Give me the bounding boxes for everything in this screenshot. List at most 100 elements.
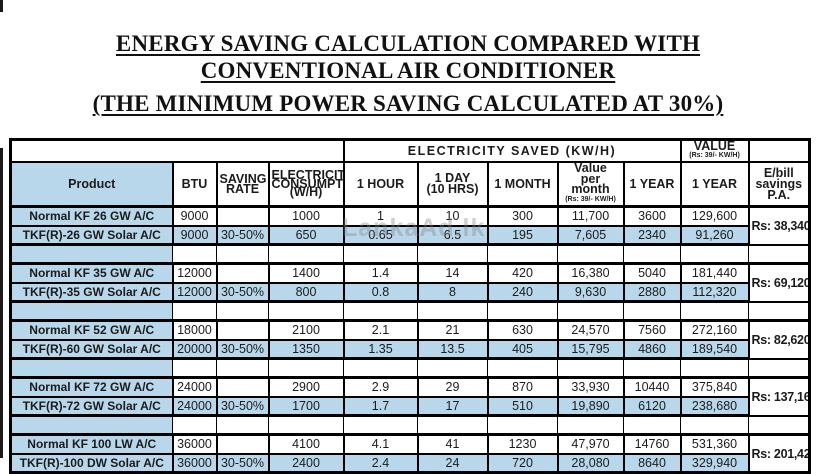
spacer-cell: [622, 243, 682, 265]
spacer-cell: [417, 357, 488, 379]
col-header-value-per-month: Value per month (Rs: 39/- KW/H): [556, 161, 625, 208]
solar-year-cell: 2880: [622, 281, 682, 303]
spacer-cell: [268, 300, 344, 322]
normal-value-year-cell: 375,840: [679, 376, 750, 398]
solar-year-cell: 6120: [622, 395, 682, 417]
solar-day-cell: 13.5: [416, 338, 489, 360]
col-header-ebill-line1: E/bill: [763, 165, 794, 180]
solar-consumption-cell: 1350: [267, 338, 345, 360]
normal-year-cell: 10440: [622, 376, 682, 398]
solar-month-cell: 510: [486, 395, 559, 417]
normal-consumption-cell: 1000: [267, 205, 345, 227]
ebill-savings-cell: Rs: 38,340/=: [747, 205, 811, 246]
col-header-value-1year: 1 YEAR: [679, 161, 750, 208]
col-header-1day-line1: 1 DAY: [434, 171, 471, 185]
spacer-cell: [622, 357, 682, 379]
spacer-row: [10, 300, 811, 322]
spacer-cell: [417, 300, 488, 322]
solar-value-per-month-cell: 19,890: [556, 395, 625, 417]
header-electricity-saved: ELECTRICITY SAVED (KW/H): [342, 138, 682, 163]
header-row-columns: Product BTU SAVING RATE ELECTRICITY CONS…: [9, 161, 811, 208]
spacer-cell: [748, 357, 811, 379]
normal-row: Normal KF 72 GW A/C 24000 2900 2.9 29 870 33,9…: [9, 376, 811, 417]
spacer-cell: [748, 243, 811, 265]
spacer-cell: [748, 300, 811, 322]
solar-value-year-cell: 112,320: [679, 281, 750, 303]
solar-day-cell: 24: [416, 452, 489, 474]
normal-day-cell: 10: [416, 205, 489, 227]
normal-year-cell: 5040: [622, 262, 682, 284]
solar-consumption-cell: 650: [267, 224, 345, 246]
spacer-cell: [216, 414, 269, 436]
normal-value-year-cell: 129,600: [679, 205, 750, 227]
spacer-cell: [622, 300, 682, 322]
solar-btu-cell: 24000: [171, 395, 218, 417]
solar-value-year-cell: 238,680: [679, 395, 750, 417]
solar-saving-rate-cell: 30-50%: [215, 452, 270, 474]
header-empty-right: [747, 138, 811, 163]
title-line-1: ENERGY SAVING CALCULATION COMPARED WITH: [115, 31, 701, 56]
col-header-vpm-sub: (Rs: 39/- KW/H): [565, 195, 616, 203]
solar-consumption-cell: 1700: [267, 395, 345, 417]
normal-hour-cell: 2.1: [342, 319, 419, 341]
spacer-cell: [680, 300, 750, 322]
normal-day-cell: 14: [416, 262, 489, 284]
spacer-cell: [680, 357, 750, 379]
normal-btu-cell: 18000: [171, 319, 218, 341]
normal-day-cell: 29: [416, 376, 489, 398]
solar-value-year-cell: 329,940: [679, 452, 750, 474]
spacer-cell: [417, 243, 488, 265]
spacer-cell: [268, 243, 344, 265]
title-line-3: (THE MINIMUM POWER SAVING CALCULATED AT …: [92, 91, 724, 116]
solar-row: TKF(R)-35 GW Solar A/C 12000 30-50% 800 0.8 8…: [9, 281, 810, 303]
spacer-cell: [216, 243, 269, 265]
solar-value-year-cell: 189,540: [679, 338, 750, 360]
header-empty-left: [9, 138, 345, 163]
spacer-cell: [557, 300, 624, 322]
normal-saving-rate-cell: [215, 433, 270, 455]
solar-consumption-cell: 800: [267, 281, 345, 303]
col-header-consumption: ELECTRICITY CONSUMPTION (W/H): [267, 161, 345, 208]
solar-value-per-month-cell: 28,080: [556, 452, 625, 474]
table-body: Normal KF 26 GW A/C 9000 1000 1 10 300 11,700 3…: [9, 205, 811, 474]
normal-hour-cell: 2.9: [342, 376, 419, 398]
normal-btu-cell: 9000: [171, 205, 218, 227]
normal-btu-cell: 12000: [171, 262, 218, 284]
spacer-cell: [343, 357, 418, 379]
spacer-cell: [343, 414, 418, 436]
solar-value-year-cell: 91,260: [679, 224, 750, 246]
solar-product-cell: TKF(R)-100 DW Solar A/C: [9, 452, 174, 474]
normal-consumption-cell: 2100: [267, 319, 345, 341]
normal-hour-cell: 1: [342, 205, 419, 227]
normal-month-cell: 300: [486, 205, 559, 227]
spacer-cell: [216, 300, 269, 322]
scan-artifact-top-edge: [0, 0, 3, 12]
solar-month-cell: 720: [486, 452, 559, 474]
spacer-cell: [10, 243, 173, 265]
solar-value-per-month-cell: 7,605: [556, 224, 625, 246]
energy-saving-table: ELECTRICITY SAVED (KW/H) VALUE (Rs: 39/-…: [9, 138, 812, 474]
solar-year-cell: 2340: [622, 224, 682, 246]
solar-btu-cell: 20000: [171, 338, 218, 360]
spacer-cell: [748, 414, 811, 436]
scan-artifact-left-edge: [0, 148, 3, 458]
spacer-row: [10, 414, 811, 436]
solar-product-cell: TKF(R)-60 GW Solar A/C: [9, 338, 174, 360]
solar-row: TKF(R)-100 DW Solar A/C 36000 30-50% 2400 2.…: [9, 452, 810, 474]
solar-value-per-month-cell: 9,630: [556, 281, 625, 303]
normal-value-per-month-cell: 33,930: [556, 376, 625, 398]
col-header-saving-rate: SAVING RATE: [215, 161, 270, 208]
normal-value-year-cell: 531,360: [679, 433, 750, 455]
spacer-cell: [487, 243, 558, 265]
normal-btu-cell: 24000: [171, 376, 218, 398]
normal-product-cell: Normal KF 52 GW A/C: [9, 319, 174, 341]
spacer-cell: [487, 300, 558, 322]
solar-hour-cell: 0.65: [342, 224, 419, 246]
spacer-cell: [557, 357, 624, 379]
ebill-savings-cell: Rs: 201,420/=: [747, 433, 811, 474]
col-header-1month: 1 MONTH: [486, 161, 559, 208]
solar-month-cell: 240: [486, 281, 559, 303]
normal-hour-cell: 1.4: [342, 262, 419, 284]
solar-saving-rate-cell: 30-50%: [215, 395, 270, 417]
header-value: VALUE (Rs: 39/- KW/H): [679, 138, 750, 163]
